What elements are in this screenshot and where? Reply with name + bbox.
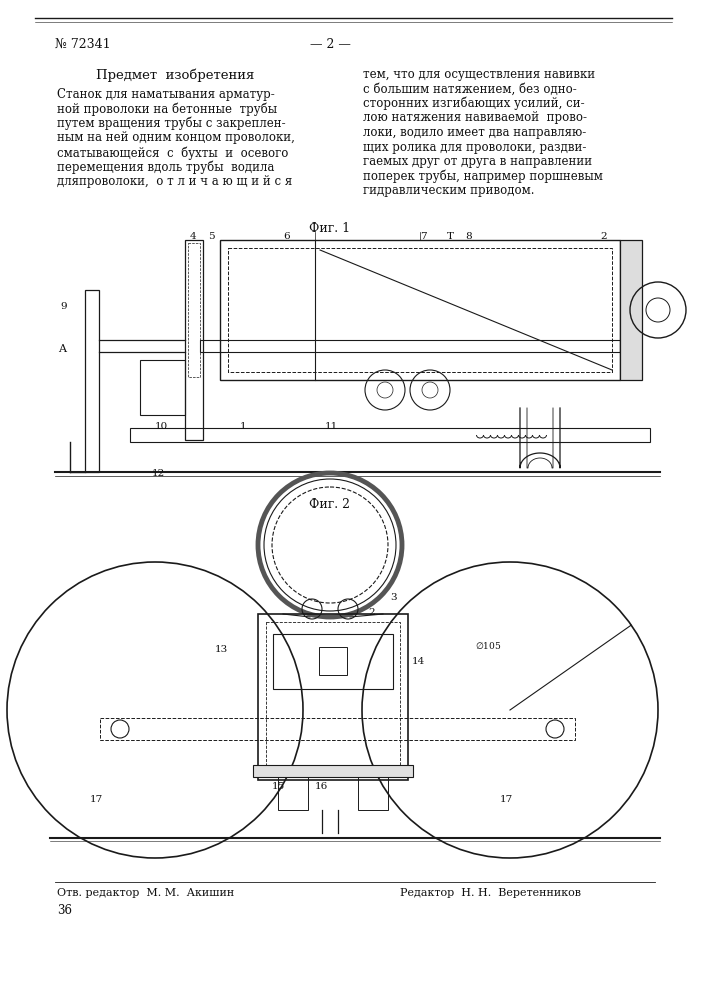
Bar [130, 428, 650, 442]
Text: 2: 2 [600, 232, 607, 241]
Text: 11: 11 [325, 422, 338, 431]
Text: Станок для наматывания арматур-: Станок для наматывания арматур- [57, 88, 275, 101]
Text: 17: 17 [90, 795, 103, 804]
Text: щих ролика для проволоки, раздви-: щих ролика для проволоки, раздви- [363, 140, 586, 153]
Text: ной проволоки на бетонные  трубы: ной проволоки на бетонные трубы [57, 103, 277, 116]
Bar [273, 634, 393, 689]
Bar [188, 243, 200, 377]
Text: 1: 1 [240, 422, 247, 431]
Bar [358, 775, 388, 810]
Bar [200, 340, 620, 352]
Bar [278, 775, 308, 810]
Text: — 2 —: — 2 — [310, 38, 351, 51]
Text: ным на ней одним концом проволоки,: ным на ней одним концом проволоки, [57, 131, 295, 144]
Text: A: A [58, 344, 66, 354]
Bar [185, 240, 203, 440]
Bar [266, 622, 400, 772]
Text: 17: 17 [500, 795, 513, 804]
Bar [620, 240, 642, 380]
Bar [85, 290, 99, 472]
Text: лою натяжения навиваемой  прово-: лою натяжения навиваемой прово- [363, 111, 587, 124]
Bar [220, 240, 620, 380]
Text: локи, водило имеет два направляю-: локи, водило имеет два направляю- [363, 126, 586, 139]
Text: 7: 7 [420, 232, 426, 241]
Text: сторонних изгибающих усилий, си-: сторонних изгибающих усилий, си- [363, 97, 585, 110]
Text: сматывающейся  с  бухты  и  осевого: сматывающейся с бухты и осевого [57, 146, 288, 159]
Text: T: T [447, 232, 454, 241]
Text: 2: 2 [368, 608, 375, 617]
Text: путем вращения трубы с закреплен-: путем вращения трубы с закреплен- [57, 117, 286, 130]
Text: с большим натяжением, без одно-: с большим натяжением, без одно- [363, 83, 577, 96]
Text: гаемых друг от друга в направлении: гаемых друг от друга в направлении [363, 155, 592, 168]
Bar [319, 647, 347, 675]
Text: 15: 15 [272, 782, 285, 791]
Bar [100, 718, 575, 740]
Text: 10: 10 [155, 422, 168, 431]
Text: Фиг. 1: Фиг. 1 [310, 222, 351, 235]
Bar [228, 248, 612, 372]
Text: Отв. редактор  М. М.  Акишин: Отв. редактор М. М. Акишин [57, 888, 234, 898]
Bar [140, 360, 185, 415]
Text: 13: 13 [215, 645, 228, 654]
Text: № 72341: № 72341 [55, 38, 110, 51]
Text: Фиг. 2: Фиг. 2 [310, 498, 351, 511]
Text: Редактор  Н. Н.  Веретенников: Редактор Н. Н. Веретенников [400, 888, 581, 898]
Text: 12: 12 [152, 469, 165, 478]
Text: 14: 14 [412, 657, 425, 666]
Text: 3: 3 [390, 593, 397, 602]
Bar [253, 765, 413, 777]
Text: 8: 8 [465, 232, 472, 241]
Text: 6: 6 [283, 232, 290, 241]
Text: 36: 36 [57, 904, 72, 917]
Text: гидравлическим приводом.: гидравлическим приводом. [363, 184, 534, 197]
Text: тем, что для осуществления навивки: тем, что для осуществления навивки [363, 68, 595, 81]
Text: 5: 5 [208, 232, 215, 241]
Text: 9: 9 [60, 302, 66, 311]
Text: Предмет  изобретения: Предмет изобретения [96, 68, 255, 82]
Bar [258, 614, 408, 780]
Text: $\varnothing$105: $\varnothing$105 [475, 640, 501, 651]
Text: 16: 16 [315, 782, 328, 791]
Text: 4: 4 [190, 232, 197, 241]
Text: перемещения вдоль трубы  водила: перемещения вдоль трубы водила [57, 160, 274, 174]
Text: поперек трубы, например поршневым: поперек трубы, например поршневым [363, 169, 603, 183]
Text: дляпроволоки,  о т л и ч а ю щ и й с я: дляпроволоки, о т л и ч а ю щ и й с я [57, 175, 292, 188]
